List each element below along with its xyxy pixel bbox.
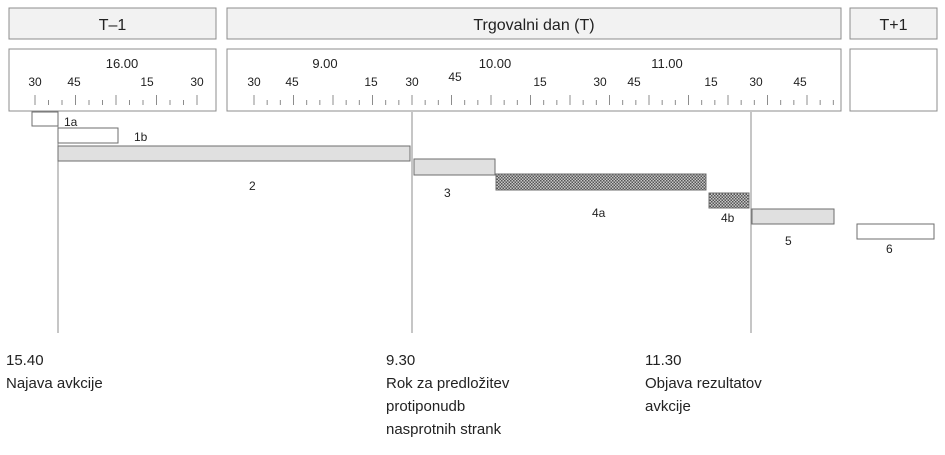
header-prev-day-box — [8, 7, 217, 40]
hour-label-10-00: 10.00 — [479, 56, 512, 71]
minute-label: 30 — [593, 75, 607, 89]
milestone-text: Rok za predložitev — [386, 375, 510, 392]
header-row: T–1 Trgovalni dan (T) T+1 — [8, 7, 938, 40]
bar-3 — [413, 158, 496, 176]
bar-label-4a: 4a — [592, 206, 606, 220]
hour-label-16-00: 16.00 — [106, 56, 139, 71]
bar-4a — [495, 173, 707, 191]
header-prev-day-label: T–1 — [99, 17, 127, 34]
minute-label: 30 — [28, 75, 42, 89]
bar-label-6: 6 — [886, 242, 893, 256]
bar-2 — [57, 145, 411, 162]
milestone-text: avkcije — [645, 398, 691, 415]
minute-label: 30 — [190, 75, 204, 89]
time-scale-row: 16.00 9.00 10.00 11.00 30 45 15 30 30 45… — [8, 48, 938, 112]
minute-label: 45 — [448, 70, 462, 84]
bar-label-1b: 1b — [134, 130, 148, 144]
bar-5 — [751, 208, 835, 225]
bar-label-3: 3 — [444, 186, 451, 200]
milestone-text: protiponudb — [386, 398, 465, 415]
minute-label: 15 — [704, 75, 718, 89]
bar-label-2: 2 — [249, 179, 256, 193]
minute-label: 45 — [627, 75, 641, 89]
minute-label: 15 — [140, 75, 154, 89]
scale-next-day-box — [849, 48, 938, 112]
milestone-text: Najava avkcije — [6, 375, 103, 392]
header-trading-day-label: Trgovalni dan (T) — [473, 17, 594, 34]
hour-label-11-00: 11.00 — [651, 56, 683, 71]
bar-label-4b: 4b — [721, 211, 735, 225]
minute-label: 30 — [405, 75, 419, 89]
minute-label: 45 — [285, 75, 299, 89]
milestone-text: Objava rezultatov — [645, 375, 762, 392]
bar-1a — [31, 111, 59, 127]
bar-4b — [708, 192, 750, 209]
bar-label-1a: 1a — [64, 115, 78, 129]
activity-bars — [31, 111, 935, 240]
scale-ticks — [34, 95, 834, 105]
minute-label: 30 — [247, 75, 261, 89]
bar-label-5: 5 — [785, 234, 792, 248]
minute-label: 15 — [364, 75, 378, 89]
minute-labels-trade: 30 45 15 30 45 15 30 45 15 30 45 — [247, 70, 807, 89]
scale-prev-day-box — [8, 48, 217, 112]
scale-trading-day-box — [226, 48, 842, 112]
minute-label: 45 — [793, 75, 807, 89]
hour-label-9-00: 9.00 — [312, 56, 337, 71]
minute-label: 30 — [749, 75, 763, 89]
milestone-lines — [57, 112, 752, 333]
header-next-day-label: T+1 — [879, 17, 907, 34]
milestone-time-9-30: 9.30 — [386, 352, 415, 369]
minute-labels-prev: 30 45 15 30 — [28, 75, 204, 89]
bar-6 — [856, 223, 935, 240]
milestone-time-11-30: 11.30 — [645, 352, 681, 369]
milestone-annotations: 15.40 Najava avkcije 9.30 Rok za predlož… — [6, 352, 762, 438]
milestone-text: nasprotnih strank — [386, 421, 502, 438]
minute-label: 45 — [67, 75, 81, 89]
bar-1b — [57, 127, 119, 144]
header-trading-day-box — [226, 7, 842, 40]
header-next-day-box — [849, 7, 938, 40]
bar-labels: 1a 1b 2 3 4a 4b 5 6 — [64, 115, 893, 256]
milestone-time-15-40: 15.40 — [6, 352, 44, 369]
minute-label: 15 — [533, 75, 547, 89]
